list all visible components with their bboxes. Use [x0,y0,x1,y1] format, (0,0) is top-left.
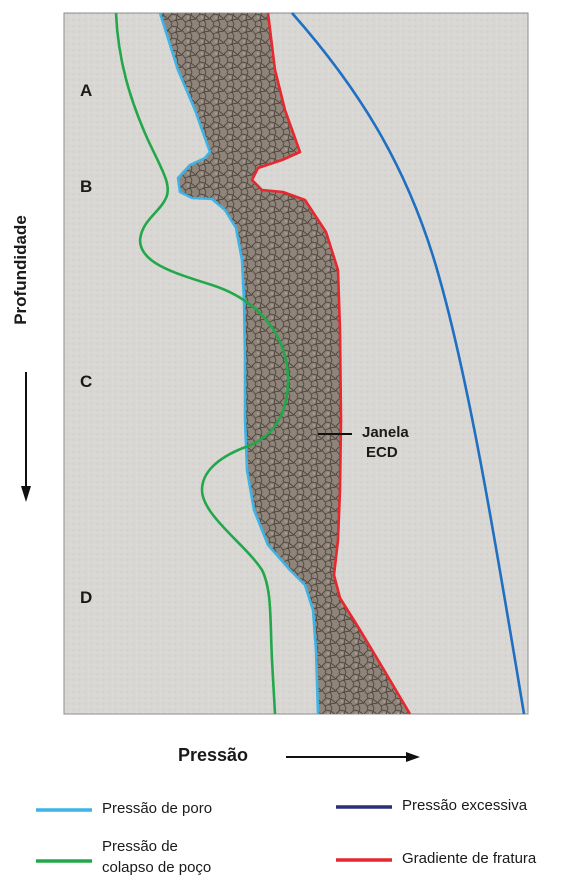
y-axis-label: Profundidade [11,215,30,325]
excess-pressure-curve [291,12,526,715]
legend-label-excess: Pressão excessiva [402,797,528,814]
zone-label-b: B [80,177,93,196]
legend-label-collapse-line2: colapso de poço [102,859,212,876]
ecd-window-label-line1: Janela [362,424,409,441]
zone-label-d: D [80,588,93,607]
legend-label-fracture: Gradiente de fratura [402,850,537,867]
x-axis-label: Pressão [178,745,249,765]
legend-label-collapse-line1: Pressão de [102,838,178,855]
legend-label-pore: Pressão de poro [102,800,213,817]
pressure-arrow-head [406,752,420,762]
fracture-gradient-curve [250,12,412,715]
collapse-pressure-curve [114,12,290,715]
ecd-window-label-line2: ECD [366,444,398,461]
depth-arrow-head [21,486,31,502]
ecd-window-band [160,13,410,714]
pore-pressure-curve [158,12,320,715]
zone-label-c: C [80,372,93,391]
zone-label-a: A [80,81,93,100]
